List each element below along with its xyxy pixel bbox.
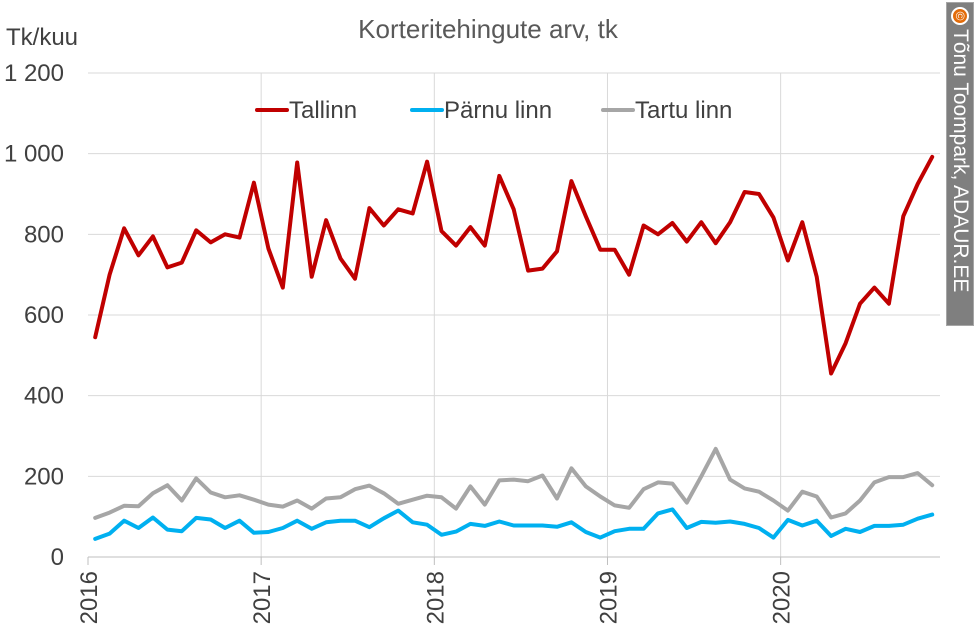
y-axis-unit-label: Tk/kuu	[6, 24, 78, 51]
series-line-tartu-linn	[93, 446, 935, 520]
y-tick-label: 400	[24, 383, 64, 410]
x-tick-label: 2018	[422, 571, 449, 624]
series-lines	[93, 154, 935, 541]
legend-label-tallinn: Tallinn	[289, 97, 357, 124]
y-tick-label: 1 000	[4, 141, 64, 168]
copyright-icon: ©	[951, 7, 969, 25]
gridlines	[88, 72, 940, 557]
legend-label-pärnu-linn: Pärnu linn	[444, 97, 552, 124]
series-line-tallinn	[93, 154, 935, 376]
x-tick-label: 2016	[76, 571, 103, 624]
x-axis: 2016 2017 2018 2019 2020	[76, 556, 940, 624]
y-axis-ticks: 0 200 400 600 800 1 000 1 200	[4, 60, 64, 571]
credit-text: Tõnu Toompark, ADAUR.EE	[949, 29, 972, 293]
y-tick-label: 800	[24, 221, 64, 248]
chart-title: Korteritehingute arv, tk	[358, 14, 619, 44]
x-tick-label: 2017	[249, 571, 276, 624]
credit-badge: © Tõnu Toompark, ADAUR.EE	[946, 2, 974, 326]
x-tick-label: 2019	[595, 571, 622, 624]
y-tick-label: 600	[24, 302, 64, 329]
y-tick-label: 200	[24, 463, 64, 490]
legend-label-tartu-linn: Tartu linn	[635, 97, 732, 124]
series-line-pärnu-linn	[93, 507, 935, 541]
x-tick-label: 2020	[769, 571, 796, 624]
legend: Tallinn Pärnu linn Tartu linn	[255, 97, 732, 124]
y-tick-label: 1 200	[4, 60, 64, 87]
y-tick-label: 0	[51, 544, 64, 571]
